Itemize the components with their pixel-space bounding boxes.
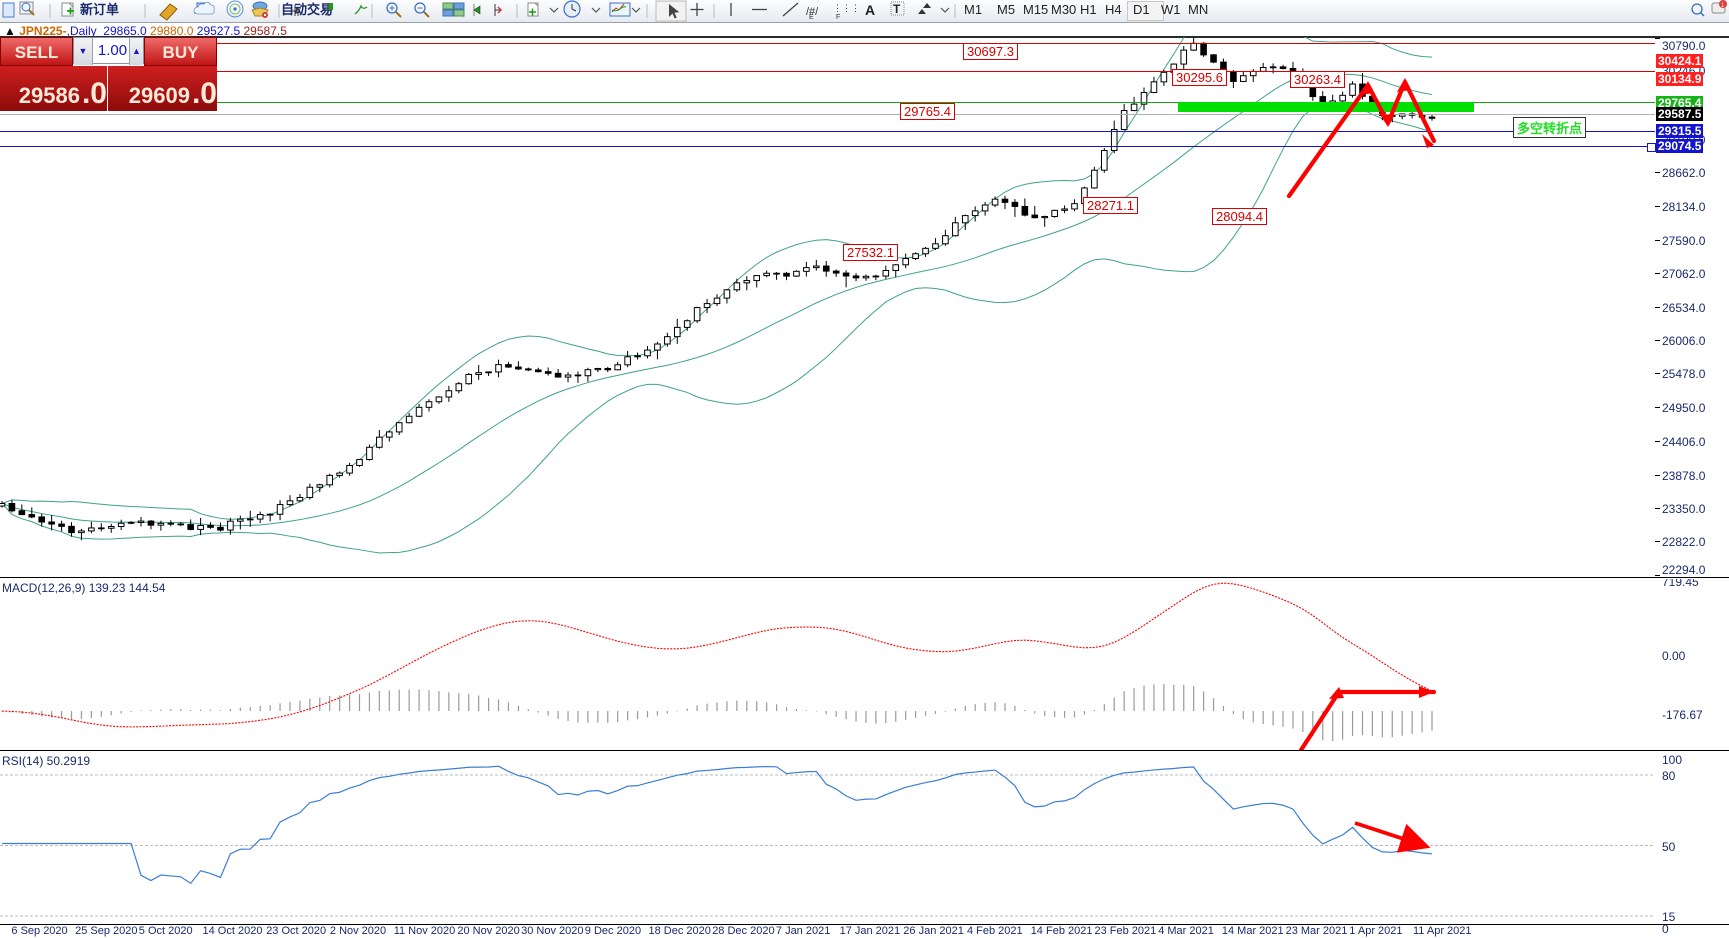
svg-text:F: F	[836, 14, 840, 21]
svg-text:E: E	[809, 14, 814, 21]
svg-text:T: T	[893, 2, 901, 16]
svg-text:A: A	[865, 2, 875, 18]
svg-text:⋮⋮⋮: ⋮⋮⋮	[833, 3, 860, 13]
svg-text:新订单: 新订单	[80, 2, 119, 17]
svg-text:自动交易: 自动交易	[281, 2, 333, 17]
